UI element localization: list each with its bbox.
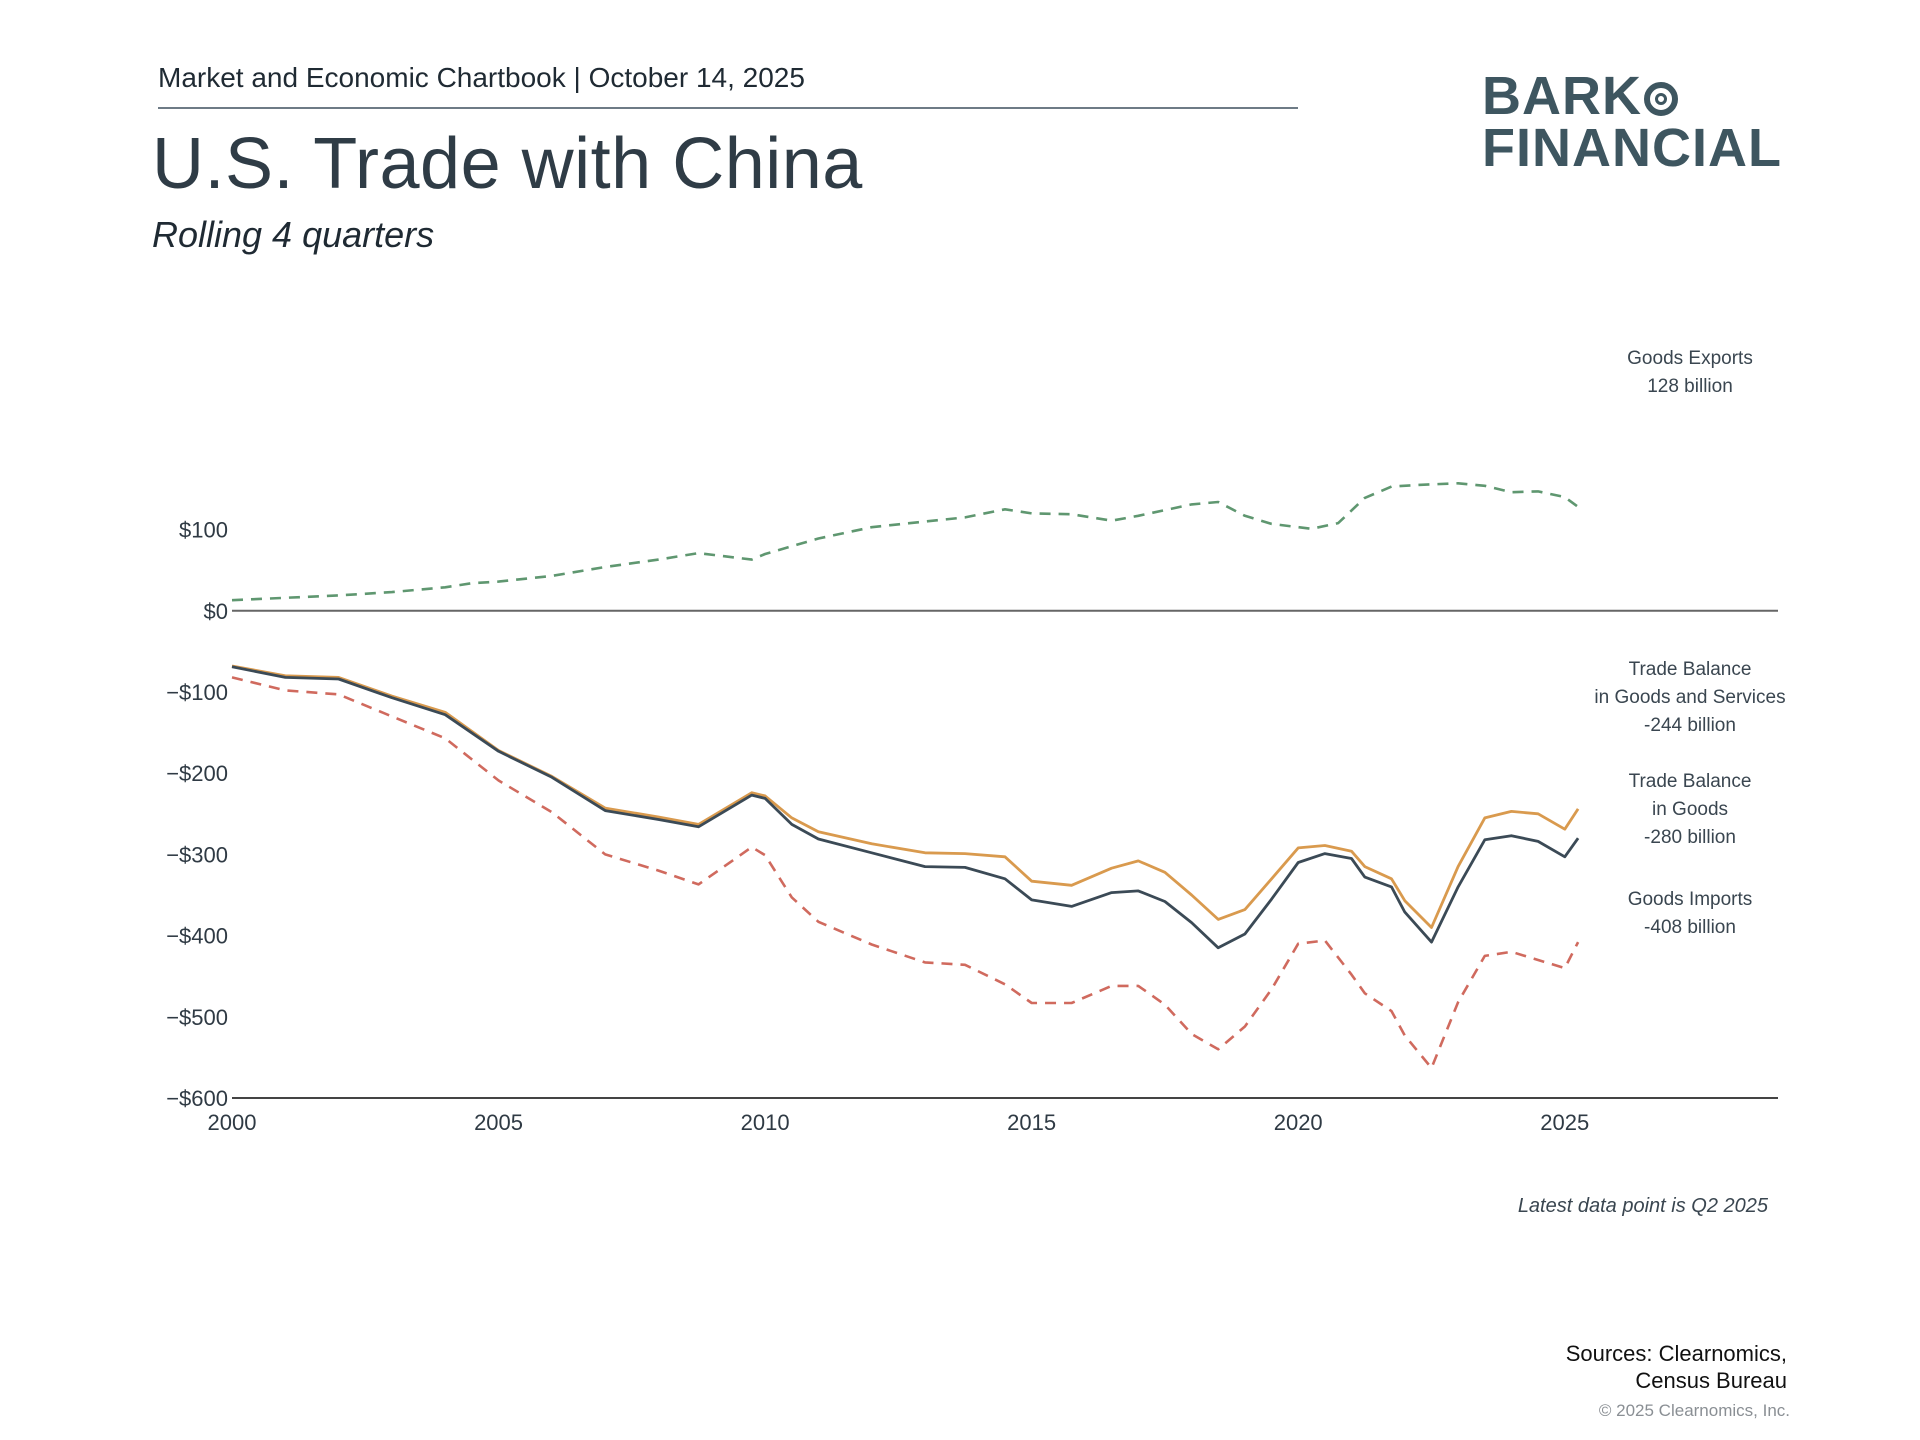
x-tick-label: 2000 <box>208 1110 257 1135</box>
bark-financial-logo: BARK FINANCIAL <box>1482 69 1782 180</box>
y-tick-label: −$400 <box>166 924 228 949</box>
chart-series <box>231 482 1580 1070</box>
series-line-goods-exports <box>231 482 1579 602</box>
logo-line-1: BARK <box>1482 69 1782 123</box>
series-label-line: 128 billion <box>1647 376 1733 397</box>
series-label-line: Trade Balance <box>1629 659 1752 680</box>
logo-word-bark: BARK <box>1482 66 1642 126</box>
series-label-trade-balance-in-goods: Trade Balance in Goods -280 billion <box>1629 771 1752 848</box>
sources: Sources: Clearnomics, Census Bureau <box>1566 1340 1787 1394</box>
series-line-goods-imports <box>231 676 1580 1070</box>
y-tick-label: $100 <box>179 518 228 543</box>
series-label-line: in Goods <box>1652 799 1728 820</box>
chart-axes: $100 $0 −$100 −$200 −$300 −$400 −$500 −$6002000… <box>166 518 1778 1135</box>
x-tick-label: 2010 <box>741 1110 790 1135</box>
y-tick-label: −$200 <box>166 761 228 786</box>
y-tick-label: −$300 <box>166 842 228 867</box>
x-tick-label: 2020 <box>1274 1110 1323 1135</box>
y-tick-label: −$600 <box>166 1086 228 1111</box>
sources-line-1: Sources: Clearnomics, <box>1565 1341 1787 1366</box>
chartbook-header: Market and Economic Chartbook | October … <box>158 62 805 93</box>
sources-line-2: Census Bureau <box>1635 1368 1787 1393</box>
series-label-line: Goods Exports <box>1627 348 1753 369</box>
y-tick-label: −$100 <box>166 680 228 705</box>
x-tick-label: 2025 <box>1540 1110 1589 1135</box>
logo-ring-icon <box>1644 82 1678 116</box>
series-label-goods-imports: Goods Imports -408 billion <box>1628 889 1753 938</box>
data-note: Latest data point is Q2 2025 <box>1517 1195 1768 1217</box>
series-label-line: Goods Imports <box>1628 889 1753 910</box>
series-label-line: in Goods and Services <box>1594 687 1785 708</box>
series-line-trade-balance-in-goods <box>231 665 1580 950</box>
y-tick-label: −$500 <box>166 1005 228 1030</box>
y-tick-label: $0 <box>204 599 228 624</box>
series-label-line: -280 billion <box>1644 827 1736 848</box>
series-label-line: -408 billion <box>1644 917 1736 938</box>
page-title: U.S. Trade with China <box>152 124 863 204</box>
chart-series-labels: Goods Exports 128 billion Trade Balance in … <box>1594 348 1785 938</box>
series-label-goods-exports: Goods Exports 128 billion <box>1627 348 1753 397</box>
series-line-trade-balance-in-goods-and-services <box>231 664 1580 929</box>
copyright: © 2025 Clearnomics, Inc. <box>1598 1401 1790 1420</box>
x-tick-label: 2015 <box>1007 1110 1056 1135</box>
series-label-line: Trade Balance <box>1629 771 1752 792</box>
logo-line-2: FINANCIAL <box>1482 118 1782 178</box>
series-label-line: -244 billion <box>1644 715 1736 736</box>
header-divider <box>158 107 1298 109</box>
series-label-trade-balance-in-goods-and-services: Trade Balance in Goods and Services -244 b… <box>1594 659 1785 736</box>
x-tick-label: 2005 <box>474 1110 523 1135</box>
page-subtitle: Rolling 4 quarters <box>152 214 435 255</box>
